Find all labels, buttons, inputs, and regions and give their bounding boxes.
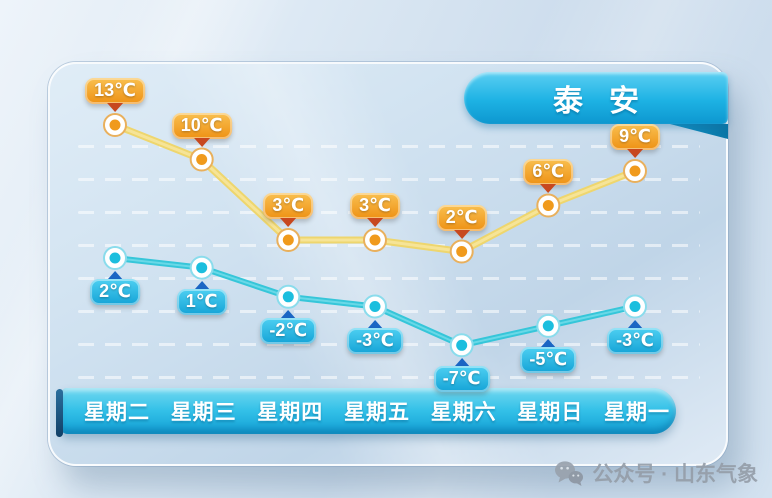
watermark: 公众号 · 山东气象 xyxy=(554,458,758,488)
high-temp-point-core xyxy=(282,234,294,246)
gridline xyxy=(78,178,700,181)
gridline xyxy=(78,376,700,379)
day-label: 星期五 xyxy=(344,401,410,424)
low-temp-point-core xyxy=(109,252,121,264)
gridline xyxy=(78,244,700,247)
day-label: 星期三 xyxy=(170,401,237,424)
day-bar: 星期二 星期三 星期四 星期五 星期六 星期日 星期一 xyxy=(56,388,676,438)
day-label: 星期四 xyxy=(257,401,324,424)
high-temp-point-core xyxy=(196,154,208,165)
low-temp-point-core xyxy=(369,301,381,312)
gridline xyxy=(78,277,700,280)
gridline xyxy=(78,145,700,148)
low-temp-point-core xyxy=(196,262,208,274)
high-temp-point-core xyxy=(109,119,121,131)
high-temp-point-core xyxy=(456,246,468,257)
low-temp-point-core xyxy=(282,291,294,303)
high-temp-point-core xyxy=(369,234,381,246)
day-label: 星期六 xyxy=(430,401,497,424)
day-label: 星期日 xyxy=(517,401,584,424)
wechat-icon xyxy=(555,460,584,486)
day-label: 星期二 xyxy=(84,401,150,424)
high-temp-point-core xyxy=(542,200,554,211)
city-title: 泰安 xyxy=(553,85,665,118)
high-temp-point-core xyxy=(629,165,641,177)
low-temp-point-core xyxy=(629,301,641,312)
low-temp-point-core xyxy=(456,339,468,351)
low-temp-point-core xyxy=(542,320,554,332)
city-title-ribbon: 泰安 xyxy=(464,72,728,124)
day-label: 星期一 xyxy=(604,401,670,424)
watermark-label: 公众号 · 山东气象 xyxy=(592,463,758,486)
